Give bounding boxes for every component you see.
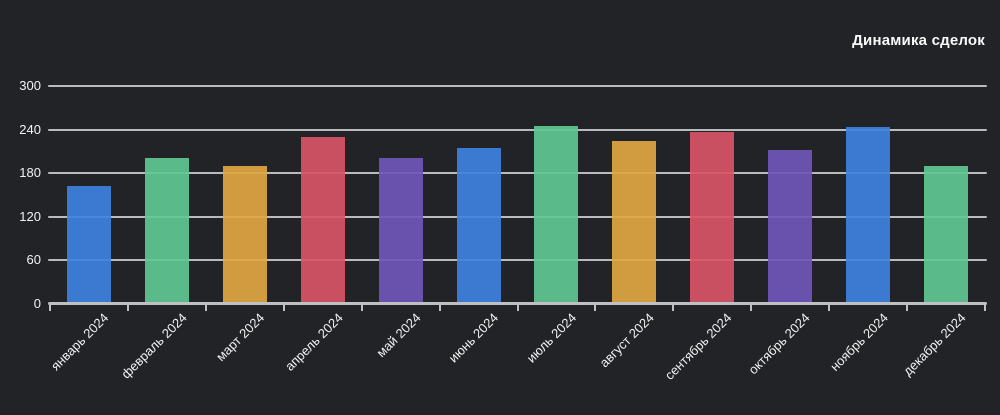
x-axis-tick-label: август 2024 bbox=[596, 310, 657, 371]
x-axis-tick-label: июнь 2024 bbox=[445, 310, 502, 366]
chart-bar[interactable] bbox=[534, 125, 579, 304]
x-axis-line bbox=[48, 302, 987, 305]
x-axis-tick-label: сентябрь 2024 bbox=[662, 310, 735, 383]
y-axis-tick-label: 60 bbox=[26, 252, 41, 267]
x-axis-tick bbox=[906, 303, 909, 311]
x-axis-tick-label: июль 2024 bbox=[523, 310, 580, 366]
x-axis-tick bbox=[438, 303, 441, 311]
gridline-60 bbox=[48, 259, 987, 261]
y-axis-tick-label: 120 bbox=[19, 208, 41, 224]
x-axis-tick bbox=[750, 303, 753, 311]
chart-title: Динамика сделок bbox=[852, 32, 985, 49]
x-axis-tick-label: май 2024 bbox=[373, 310, 424, 361]
x-axis-tick bbox=[204, 303, 207, 311]
x-axis-tick bbox=[126, 303, 129, 311]
y-axis-tick-label: 0 bbox=[33, 295, 41, 311]
x-axis-tick-label: октябрь 2024 bbox=[745, 310, 813, 378]
chart-bar[interactable] bbox=[378, 157, 423, 304]
gridline-300 bbox=[48, 85, 987, 87]
gridline-240 bbox=[48, 128, 987, 131]
x-axis-tick-label: март 2024 bbox=[213, 310, 268, 365]
x-axis-tick bbox=[282, 303, 285, 311]
chart-bar[interactable] bbox=[924, 166, 969, 304]
x-axis-tick bbox=[360, 303, 363, 311]
x-axis-tick-label: ноябрь 2024 bbox=[826, 310, 891, 374]
y-axis-tick-label: 180 bbox=[19, 165, 41, 180]
x-axis-tick-label: декабрь 2024 bbox=[900, 310, 969, 379]
chart-bar[interactable] bbox=[300, 137, 345, 304]
chart-bar[interactable] bbox=[144, 157, 189, 304]
chart-bar[interactable] bbox=[456, 148, 501, 304]
x-axis-tick bbox=[984, 303, 986, 311]
x-axis-tick bbox=[516, 303, 519, 311]
chart-bar[interactable] bbox=[66, 186, 111, 304]
x-axis-tick-label: январь 2024 bbox=[48, 310, 112, 374]
gridline-180 bbox=[48, 172, 987, 174]
chart-bar[interactable] bbox=[222, 166, 267, 304]
y-axis-tick-label: 300 bbox=[19, 78, 41, 93]
chart-bar[interactable] bbox=[768, 149, 813, 304]
x-axis-tick bbox=[49, 303, 51, 311]
x-axis-tick bbox=[594, 303, 597, 311]
y-axis-tick-label: 240 bbox=[19, 121, 41, 137]
x-axis-tick-label: февраль 2024 bbox=[117, 310, 190, 382]
x-axis-tick bbox=[672, 303, 675, 311]
x-axis-tick bbox=[828, 303, 831, 311]
chart-bar[interactable] bbox=[846, 127, 891, 304]
chart-bar[interactable] bbox=[612, 141, 657, 304]
x-axis-tick-label: апрель 2024 bbox=[281, 310, 346, 374]
chart-bar[interactable] bbox=[690, 132, 735, 304]
gridline-120 bbox=[48, 215, 987, 218]
